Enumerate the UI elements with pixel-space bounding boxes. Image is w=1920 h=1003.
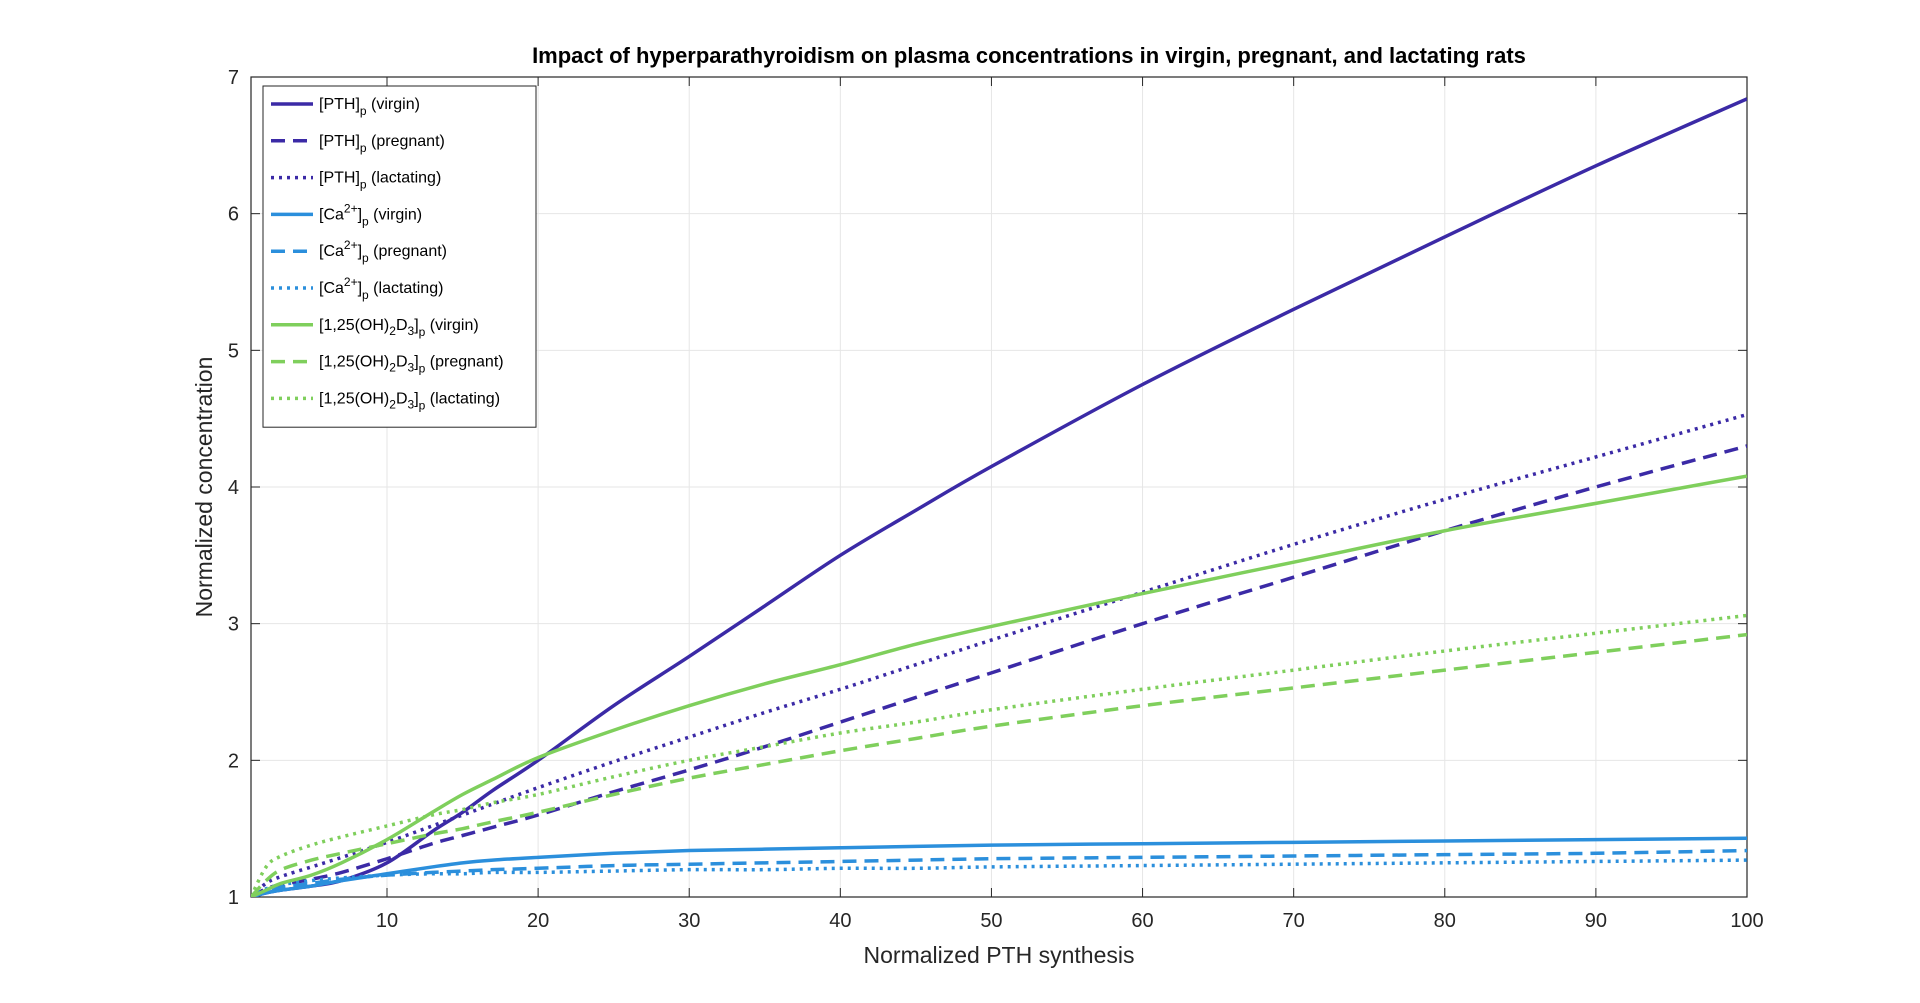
x-tick-label: 100 — [1730, 910, 1763, 932]
legend-label: [PTH]p (lactating) — [319, 170, 441, 192]
x-tick-label: 50 — [980, 910, 1002, 932]
legend-label: [1,25(OH)2D3]p (lactating) — [319, 390, 500, 412]
series-line-7 — [251, 632, 1747, 897]
x-tick-label: 90 — [1585, 910, 1607, 932]
x-axis-label: Normalized PTH synthesis — [864, 942, 1135, 968]
legend: [PTH]p (virgin) [PTH]p (pregnant) [PTH]p (… — [262, 85, 537, 428]
legend-item: [1,25(OH)2D3]p (virgin) — [271, 317, 479, 339]
x-tick-label: 40 — [829, 910, 851, 932]
series-line-6 — [251, 474, 1747, 897]
legend-label: [1,25(OH)2D3]p (virgin) — [319, 317, 479, 339]
legend-item: [Ca2+]p (virgin) — [271, 201, 422, 228]
x-tick-label: 30 — [678, 910, 700, 932]
y-tick-label: 6 — [228, 204, 239, 226]
legend-item: [PTH]p (lactating) — [271, 170, 441, 192]
y-tick-label: 7 — [228, 67, 239, 89]
series-line-1 — [251, 444, 1747, 897]
y-tick-label: 5 — [228, 340, 239, 362]
series-line-4 — [251, 848, 1747, 897]
y-axis-label: Normalized concentration — [191, 357, 217, 618]
x-tick-label: 80 — [1434, 910, 1456, 932]
legend-label: [PTH]p (pregnant) — [319, 133, 445, 155]
series-line-8 — [251, 613, 1747, 897]
legend-label: [Ca2+]p (virgin) — [319, 201, 422, 228]
legend-item: [PTH]p (virgin) — [271, 96, 420, 118]
legend-label: [Ca2+]p (lactating) — [319, 275, 443, 302]
y-tick-label: 2 — [228, 750, 239, 772]
legend-item: [1,25(OH)2D3]p (pregnant) — [271, 354, 504, 376]
x-tick-label: 10 — [376, 910, 398, 932]
legend-item: [Ca2+]p (pregnant) — [271, 238, 447, 265]
legend-box — [262, 85, 537, 428]
chart-title: Impact of hyperparathyroidism on plasma … — [532, 43, 1526, 68]
series-lines — [251, 97, 1747, 897]
legend-label: [Ca2+]p (pregnant) — [319, 238, 447, 265]
y-tick-label: 1 — [228, 887, 239, 909]
tick-labels: 10 20 30 40 50 60 70 80 90 100 1 2 3 4 5 6 7 — [228, 67, 1764, 932]
y-tick-label: 3 — [228, 614, 239, 636]
x-tick-label: 70 — [1283, 910, 1305, 932]
y-tick-label: 4 — [228, 477, 239, 499]
axes — [250, 76, 1748, 898]
legend-item: [PTH]p (pregnant) — [271, 133, 445, 155]
legend-label: [PTH]p (virgin) — [319, 96, 420, 118]
legend-item: [1,25(OH)2D3]p (lactating) — [271, 390, 500, 412]
x-tick-label: 60 — [1131, 910, 1153, 932]
legend-item: [Ca2+]p (lactating) — [271, 275, 443, 302]
x-tick-label: 20 — [527, 910, 549, 932]
series-line-2 — [251, 412, 1747, 897]
legend-label: [1,25(OH)2D3]p (pregnant) — [319, 354, 504, 376]
